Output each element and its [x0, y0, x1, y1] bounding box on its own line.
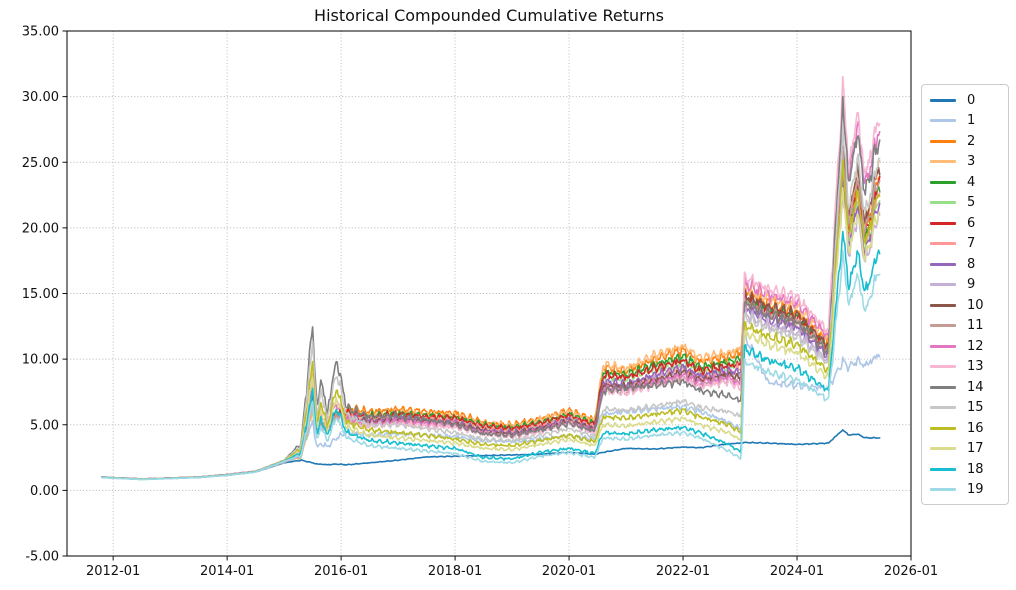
legend-label: 10 [967, 297, 984, 313]
legend-label: 5 [967, 195, 976, 211]
legend-line-sample [930, 344, 956, 348]
legend-entry-16: 16 [922, 418, 1008, 439]
y-tick-label: 0.00 [30, 484, 59, 499]
legend: 0 1 2 3 4 5 6 7 8 9 10 11 12 13 14 15 16 17 18 19 [921, 84, 1009, 505]
legend-entry-4: 4 [922, 172, 1008, 193]
legend-label: 8 [967, 256, 976, 272]
legend-line-sample [930, 201, 956, 205]
legend-entry-0: 0 [922, 90, 1008, 111]
legend-line-sample [930, 221, 956, 225]
legend-line-sample [930, 262, 956, 266]
legend-label: 11 [967, 318, 984, 334]
legend-label: 19 [967, 482, 984, 498]
x-tick-label: 2014-01 [200, 564, 254, 579]
legend-label: 2 [967, 133, 976, 149]
legend-label: 1 [967, 113, 976, 129]
legend-entry-6: 6 [922, 213, 1008, 234]
legend-label: 16 [967, 420, 984, 436]
y-tick-label: 30.00 [22, 90, 59, 105]
legend-line-sample [930, 119, 956, 123]
x-tick-label: 2022-01 [656, 564, 710, 579]
legend-label: 9 [967, 277, 976, 293]
legend-line-sample [930, 467, 956, 471]
legend-label: 15 [967, 400, 984, 416]
x-tick-label: 2026-01 [884, 564, 938, 579]
y-tick-label: 35.00 [22, 25, 59, 40]
y-tick-label: 5.00 [30, 418, 59, 433]
legend-label: 17 [967, 441, 984, 457]
legend-entry-15: 15 [922, 398, 1008, 419]
legend-line-sample [930, 488, 956, 492]
legend-label: 3 [967, 154, 976, 170]
legend-line-sample [930, 303, 956, 307]
y-tick-label: 20.00 [22, 221, 59, 236]
legend-entry-10: 10 [922, 295, 1008, 316]
legend-line-sample [930, 180, 956, 184]
legend-label: 13 [967, 359, 984, 375]
legend-label: 4 [967, 174, 976, 190]
y-tick-label: 10.00 [22, 353, 59, 368]
legend-entry-18: 18 [922, 459, 1008, 480]
legend-entry-3: 3 [922, 152, 1008, 173]
legend-entry-12: 12 [922, 336, 1008, 357]
legend-line-sample [930, 365, 956, 369]
legend-entry-7: 7 [922, 234, 1008, 255]
legend-label: 12 [967, 338, 984, 354]
series-line-13 [101, 75, 881, 480]
y-tick-label: 15.00 [22, 287, 59, 302]
x-tick-label: 2024-01 [770, 564, 824, 579]
legend-line-sample [930, 324, 956, 328]
legend-entry-17: 17 [922, 439, 1008, 460]
legend-line-sample [930, 160, 956, 164]
legend-entry-11: 11 [922, 316, 1008, 337]
x-tick-label: 2016-01 [314, 564, 368, 579]
legend-entry-2: 2 [922, 131, 1008, 152]
legend-line-sample [930, 283, 956, 287]
x-tick-label: 2012-01 [86, 564, 140, 579]
legend-label: 7 [967, 236, 976, 252]
legend-entry-13: 13 [922, 357, 1008, 378]
x-tick-label: 2018-01 [428, 564, 482, 579]
series-line-19 [101, 249, 881, 481]
chart-title: Historical Compounded Cumulative Returns [314, 6, 664, 25]
y-tick-label: 25.00 [22, 156, 59, 171]
legend-entry-8: 8 [922, 254, 1008, 275]
legend-line-sample [930, 139, 956, 143]
legend-entry-9: 9 [922, 275, 1008, 296]
legend-line-sample [930, 406, 956, 410]
legend-entry-1: 1 [922, 111, 1008, 132]
series-line-1 [101, 332, 881, 480]
legend-line-sample [930, 98, 956, 102]
legend-line-sample [930, 426, 956, 430]
legend-line-sample [930, 385, 956, 389]
series-line-0 [101, 429, 881, 480]
legend-label: 18 [967, 461, 984, 477]
legend-entry-19: 19 [922, 480, 1008, 501]
x-tick-label: 2020-01 [542, 564, 596, 579]
y-tick-label: -5.00 [25, 550, 59, 565]
legend-entry-14: 14 [922, 377, 1008, 398]
legend-label: 14 [967, 379, 984, 395]
legend-line-sample [930, 242, 956, 246]
legend-label: 6 [967, 215, 976, 231]
legend-line-sample [930, 447, 956, 451]
legend-entry-5: 5 [922, 193, 1008, 214]
legend-label: 0 [967, 92, 976, 108]
